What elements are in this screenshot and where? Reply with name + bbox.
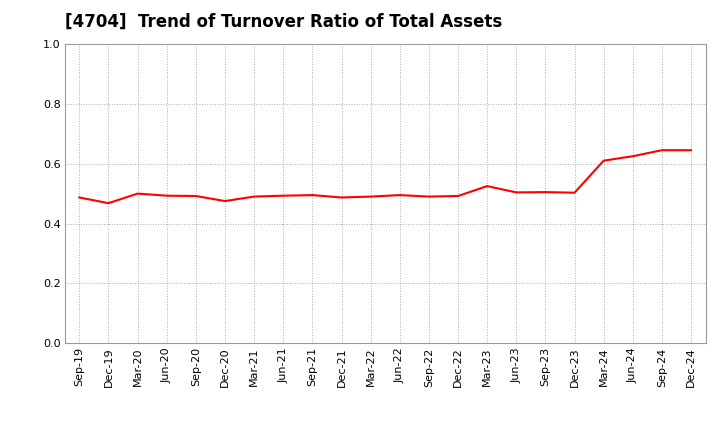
Text: [4704]  Trend of Turnover Ratio of Total Assets: [4704] Trend of Turnover Ratio of Total … <box>65 13 502 31</box>
